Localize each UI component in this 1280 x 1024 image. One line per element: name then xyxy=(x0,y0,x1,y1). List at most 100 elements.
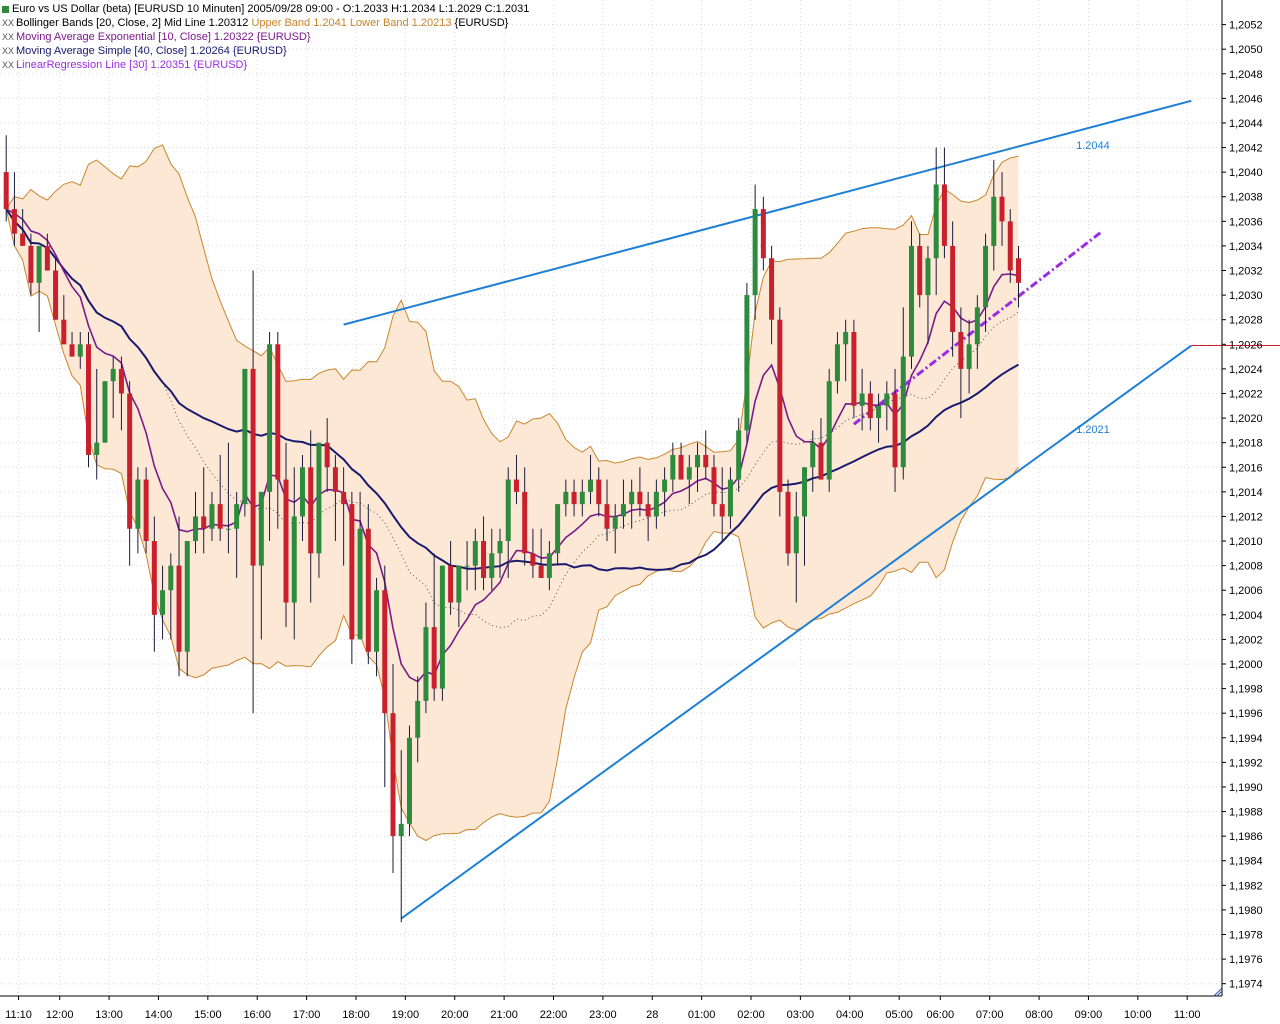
candle-body-bull xyxy=(983,245,989,308)
price-tick-label: 1,2000 xyxy=(1229,659,1263,671)
candle-body-bear xyxy=(769,258,775,320)
price-tick-label: 1,1982 xyxy=(1229,880,1263,892)
candle xyxy=(653,479,659,529)
trendline-lower[interactable] xyxy=(400,344,1192,920)
candle-body-bull xyxy=(102,381,108,443)
candle-body-bear xyxy=(176,565,182,652)
candle xyxy=(588,454,594,505)
legend-bollinger[interactable]: XX Bollinger Bands [20, Close, 2] Mid Lin… xyxy=(2,16,529,30)
time-tick-label: 17:00 xyxy=(293,1009,321,1021)
price-tick-label: 1,2044 xyxy=(1229,118,1263,130)
candle-body-bear xyxy=(851,332,857,406)
candle-body-bear xyxy=(151,541,157,615)
trendline-lower-label: 1.2021 xyxy=(1076,424,1110,436)
candle xyxy=(415,676,421,763)
candle xyxy=(489,528,495,591)
chart-legend: Euro vs US Dollar (beta) [EURUSD 10 Minu… xyxy=(2,2,529,72)
ema-label: Moving Average Exponential [10, Close] 1… xyxy=(16,31,311,43)
price-tick-label: 1,2042 xyxy=(1229,143,1263,155)
price-tick-label: 1,1974 xyxy=(1229,979,1263,991)
price-tick-label: 1,1992 xyxy=(1229,757,1263,769)
candle-body-bull xyxy=(974,307,980,345)
legend-linreg[interactable]: XX LinearRegression Line [30] 1.20351 {EU… xyxy=(2,58,529,72)
candle xyxy=(892,368,898,492)
candle-body-bear xyxy=(20,233,26,246)
candle xyxy=(406,725,412,837)
legend-ema[interactable]: XX Moving Average Exponential [10, Close]… xyxy=(2,30,529,44)
candle xyxy=(719,467,725,542)
candle-body-bear xyxy=(958,332,964,369)
candle xyxy=(555,504,561,566)
candle-body-bull xyxy=(752,209,758,296)
candle xyxy=(472,528,478,591)
candle xyxy=(571,479,577,517)
candle xyxy=(357,491,363,640)
candle xyxy=(563,479,569,517)
price-tick-label: 1,2050 xyxy=(1229,44,1263,56)
candle xyxy=(703,430,709,480)
candle-body-bull xyxy=(168,565,174,591)
time-tick-label: 13:00 xyxy=(95,1009,123,1021)
candle-body-bear xyxy=(719,504,725,517)
price-tick-label: 1,2020 xyxy=(1229,413,1263,425)
time-tick-label: 04:00 xyxy=(836,1009,864,1021)
candle-body-bear xyxy=(481,541,487,578)
candle-body-bull xyxy=(925,258,931,296)
candle xyxy=(497,528,503,578)
legend-sma[interactable]: XX Moving Average Simple [40, Close] 1.20… xyxy=(2,44,529,58)
candle xyxy=(629,479,635,529)
candle xyxy=(686,454,692,505)
candle xyxy=(695,442,701,492)
candle-body-bear xyxy=(513,479,519,492)
candle xyxy=(11,172,17,246)
candle xyxy=(884,381,890,431)
candle-body-bull xyxy=(695,454,701,468)
candle-body-bear xyxy=(283,479,289,603)
candle xyxy=(933,147,939,296)
candle-body-bull xyxy=(36,245,42,283)
candle xyxy=(950,221,956,357)
candle xyxy=(20,209,26,246)
candle-body-bull xyxy=(588,479,594,492)
price-tick-label: 1,2024 xyxy=(1229,364,1263,376)
candle xyxy=(209,491,215,542)
candle-body-bull xyxy=(192,516,198,542)
time-tick-label: 08:00 xyxy=(1025,1009,1053,1021)
indicator-marker-icon: XX xyxy=(2,60,15,70)
candle xyxy=(538,528,544,578)
price-axis[interactable]: 1,2052 1,2050 1,2048 1,2046 1,2044 1,2042 1,20… xyxy=(1221,0,1263,996)
trendline-upper[interactable] xyxy=(343,99,1192,326)
candle-body-bull xyxy=(546,553,552,578)
candle-body-bull xyxy=(242,368,248,505)
candle-body-bear xyxy=(917,245,923,296)
candle-body-bear xyxy=(250,368,256,566)
price-tick-label: 1,2038 xyxy=(1229,192,1263,204)
candle xyxy=(398,750,404,923)
bollinger-lower-label: Lower Band 1.20213 xyxy=(349,17,455,29)
price-tick-label: 1,2026 xyxy=(1229,339,1263,351)
linreg-label: LinearRegression Line [30] 1.20351 {EURU… xyxy=(16,59,248,71)
candle-body-bull xyxy=(316,442,322,554)
candle-body-bull xyxy=(135,479,141,529)
candle xyxy=(620,479,626,529)
candle xyxy=(341,467,347,566)
candle xyxy=(365,504,371,664)
candle xyxy=(1007,209,1013,283)
candle-body-bull xyxy=(686,467,692,480)
candle-body-bull xyxy=(209,504,215,529)
candle xyxy=(176,516,182,677)
price-tick-label: 1,2014 xyxy=(1229,487,1263,499)
candle-body-bull xyxy=(299,467,305,517)
time-tick-label: 19:00 xyxy=(392,1009,420,1021)
candle-body-bull xyxy=(423,627,429,701)
candle xyxy=(53,258,59,320)
candle-body-bear xyxy=(53,270,59,320)
price-tick-label: 1,1980 xyxy=(1229,905,1263,917)
candle-body-bear xyxy=(390,713,396,837)
time-axis[interactable]: 11:10 12:00 13:00 14:00 15:00 16:00 17:00 18:00… xyxy=(0,987,1223,1021)
candle-body-bear xyxy=(645,504,651,517)
candle-body-bull xyxy=(670,454,676,480)
legend-instrument[interactable]: Euro vs US Dollar (beta) [EURUSD 10 Minu… xyxy=(2,2,529,16)
sma-label: Moving Average Simple [40, Close] 1.2026… xyxy=(16,45,287,57)
